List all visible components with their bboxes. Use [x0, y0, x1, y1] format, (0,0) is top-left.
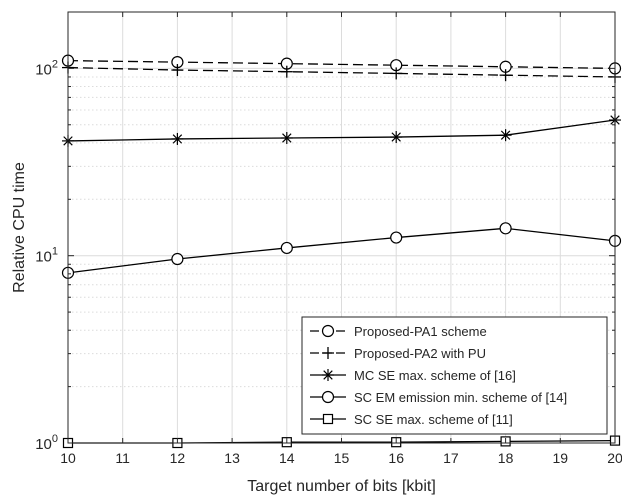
plus-marker	[322, 347, 334, 359]
circle-marker	[390, 231, 403, 244]
x-tick-label: 15	[334, 450, 350, 466]
legend-entry: Proposed-PA1 scheme	[310, 324, 487, 339]
y-tick-exponent: 1	[52, 246, 58, 258]
asterisk-marker-d2	[391, 132, 401, 142]
circle-marker	[280, 241, 293, 255]
legend-label: MC SE max. scheme of [16]	[354, 368, 516, 383]
x-tick-label: 12	[170, 450, 186, 466]
legend-entry: SC EM emission min. scheme of [14]	[310, 390, 567, 405]
series-line	[67, 59, 616, 70]
asterisk-marker	[390, 131, 403, 144]
asterisk-marker-d2	[282, 133, 292, 143]
x-tick-label: 14	[279, 450, 295, 466]
asterisk-marker	[322, 369, 334, 381]
plus-marker	[280, 65, 293, 78]
legend-entry: SC SE max. scheme of [11]	[310, 412, 513, 427]
asterisk-marker	[280, 131, 293, 144]
y-tick-base: 10	[35, 436, 52, 453]
legend-entry: MC SE max. scheme of [16]	[310, 368, 516, 383]
legend-box	[301, 316, 608, 435]
y-tick-base: 10	[35, 249, 52, 266]
legend-entry: Proposed-PA2 with PU	[310, 346, 486, 361]
x-tick-label: 19	[553, 450, 569, 466]
x-tick-label: 16	[388, 450, 404, 466]
square-marker	[322, 413, 334, 425]
legend-label: SC SE max. scheme of [11]	[354, 412, 513, 427]
legend-label: Proposed-PA1 scheme	[354, 324, 487, 339]
series-line	[67, 227, 616, 274]
x-axis-label: Target number of bits [kbit]	[247, 478, 436, 495]
series-2	[62, 61, 621, 83]
series-line	[67, 66, 616, 78]
x-tick-label: 13	[224, 450, 240, 466]
y-tick-label: 102	[35, 58, 58, 78]
x-tick-label: 18	[498, 450, 514, 466]
y-tick-label: 101	[35, 246, 58, 266]
legend-label: SC EM emission min. scheme of [14]	[354, 390, 567, 405]
x-tick-label: 20	[607, 450, 622, 466]
asterisk-marker-d2	[172, 134, 183, 144]
asterisk-marker-d2	[323, 370, 333, 380]
asterisk-marker	[499, 129, 512, 142]
y-tick-exponent: 2	[52, 58, 58, 70]
asterisk-marker	[171, 132, 184, 145]
x-tick-label: 11	[115, 450, 130, 466]
circle-marker	[321, 324, 335, 338]
y-tick-exponent: 0	[52, 433, 58, 445]
y-tick-base: 10	[35, 61, 52, 78]
x-tick-label: 17	[443, 450, 459, 466]
legend-label: Proposed-PA2 with PU	[354, 346, 486, 361]
series-line	[67, 119, 616, 142]
circle-marker	[499, 222, 512, 235]
circle-marker	[171, 252, 184, 266]
plus-marker	[171, 64, 184, 77]
plus-marker	[390, 67, 403, 80]
plus-marker	[499, 69, 512, 82]
asterisk-marker-d2	[500, 130, 511, 140]
legend: Proposed-PA1 scheme Proposed-PA2 with PU M…	[301, 316, 608, 435]
y-axis-label: Relative CPU time	[11, 162, 28, 293]
x-tick-label: 10	[60, 450, 76, 466]
y-tick-label: 100	[35, 433, 58, 453]
circle-marker	[321, 390, 335, 404]
